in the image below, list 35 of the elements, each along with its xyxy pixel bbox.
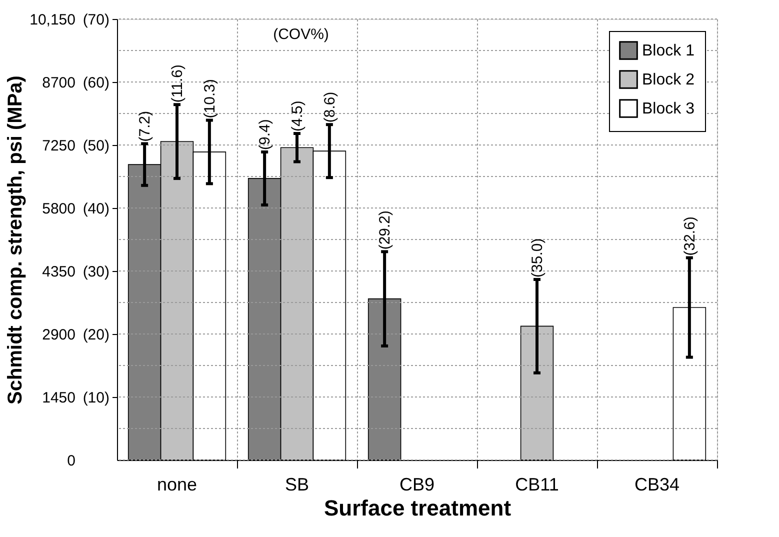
annotation: (32.6) — [681, 216, 698, 256]
x-tick-label: CB9 — [399, 474, 435, 494]
x-tick-label: CB11 — [515, 474, 559, 494]
legend-label: Block 1 — [642, 42, 695, 60]
x-axis-title: Surface treatment — [324, 496, 512, 520]
legend-label: Block 2 — [642, 72, 695, 88]
y2-tick-label: (50) — [82, 138, 110, 154]
x-tick-label: SB — [284, 474, 310, 494]
x-tick-label: none — [156, 474, 198, 494]
y2-tick-label: (60) — [82, 74, 110, 92]
annotation: (9.4) — [256, 119, 274, 150]
annotation: (4.5) — [289, 100, 306, 132]
annotation: (29.2) — [376, 210, 394, 250]
legend-label: Block 3 — [642, 100, 695, 118]
y2-tick-label: (10) — [82, 390, 110, 406]
y-axis-title: Schmidt comp. strength, psi (MPa) — [4, 76, 27, 404]
y-tick-label: 4350 — [42, 264, 76, 280]
annotation: (COV%) — [273, 26, 329, 43]
y-tick-label: 1450 — [42, 390, 76, 406]
y-tick-label: 5800 — [42, 200, 76, 218]
annotation: (8.6) — [321, 92, 338, 123]
annotation: (35.0) — [529, 238, 546, 278]
annotation: (7.2) — [136, 110, 154, 142]
y-tick-label: 8700 — [42, 74, 76, 92]
y2-tick-label: (40) — [82, 200, 110, 218]
y-tick-label: 0 — [67, 452, 76, 470]
y-tick-label: 10,150 — [30, 12, 76, 28]
x-tick-label: CB34 — [634, 474, 680, 494]
y2-tick-label: (20) — [82, 326, 110, 344]
y2-tick-label: (70) — [82, 12, 110, 28]
y2-tick-label: (30) — [82, 264, 110, 280]
annotation: (10.3) — [201, 79, 218, 118]
y-tick-label: 7250 — [42, 138, 76, 154]
y-tick-label: 2900 — [42, 326, 76, 344]
annotation: (11.6) — [169, 64, 186, 103]
